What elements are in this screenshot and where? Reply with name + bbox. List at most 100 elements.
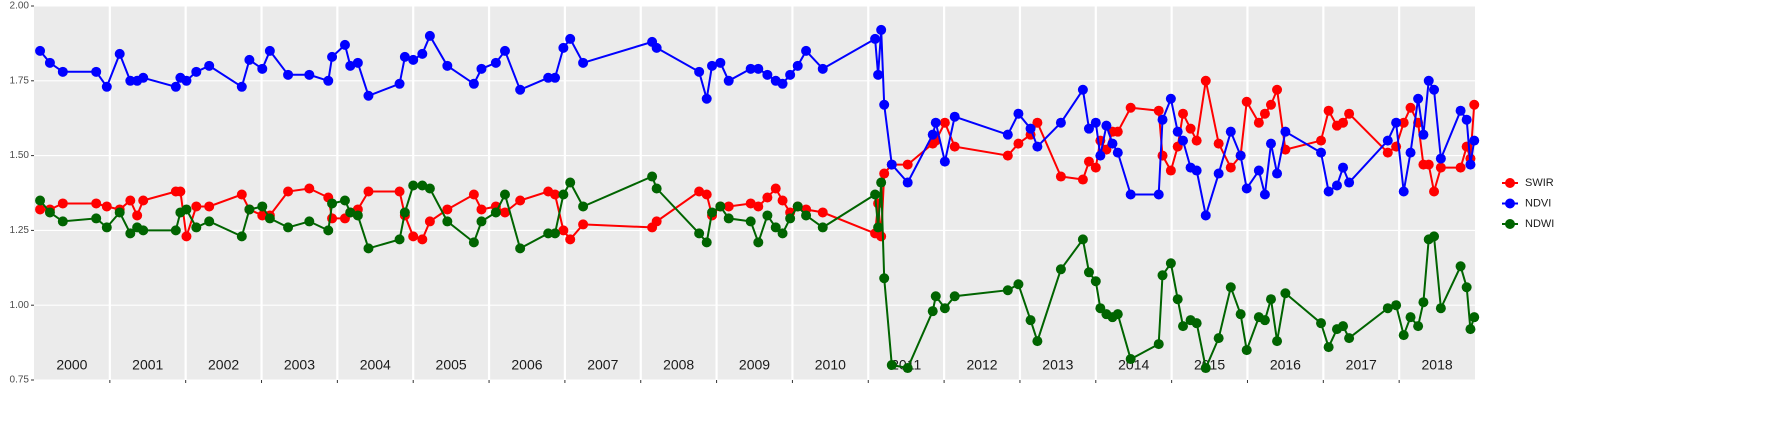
data-point [114,207,125,218]
data-point [181,204,192,215]
data-point [1398,117,1409,128]
data-point [35,45,46,56]
data-point [694,186,705,197]
data-point [35,195,46,206]
data-point [44,57,55,68]
data-point [170,81,181,92]
data-point [785,69,796,80]
data-point [1002,285,1013,296]
data-point [1032,141,1043,152]
data-point [701,93,712,104]
data-point [694,66,705,77]
data-point [707,60,718,71]
data-point [762,210,773,221]
data-point [1280,126,1291,137]
data-point [442,60,453,71]
data-point [57,198,68,209]
data-point [417,48,428,59]
data-point [191,222,202,233]
data-point [204,201,215,212]
data-point [244,54,255,65]
data-point [886,360,897,371]
data-point [1125,102,1136,113]
data-point [745,198,756,209]
data-point [476,63,487,74]
data-point [57,216,68,227]
data-point [1200,210,1211,221]
data-point [1469,312,1480,323]
data-point [817,207,828,218]
data-point [902,177,913,188]
data-point [1418,297,1429,308]
data-point [949,111,960,122]
data-point [1323,186,1334,197]
data-point [1112,309,1123,320]
data-point [204,216,215,227]
data-point [1095,150,1106,161]
data-point [1323,342,1334,353]
data-point [1455,162,1466,173]
data-point [236,189,247,200]
data-point [792,201,803,212]
legend-label: SWIR [1525,177,1554,189]
x-tick-label: 2002 [208,357,239,373]
data-point [876,177,887,188]
data-point [304,216,315,227]
legend-label: NDVI [1525,197,1551,209]
data-point [1083,123,1094,134]
data-point [1178,108,1189,119]
data-point [1125,189,1136,200]
data-point [1153,105,1164,116]
data-point [499,207,510,218]
data-point [879,168,890,179]
data-point [257,201,268,212]
data-point [817,222,828,233]
data-point [468,189,479,200]
data-point [1316,135,1327,146]
data-point [1083,156,1094,167]
data-point [515,195,526,206]
data-point [264,45,275,56]
data-point [1344,108,1355,119]
data-point [550,189,561,200]
data-point [1002,129,1013,140]
data-point [1191,165,1202,176]
data-point [1157,150,1168,161]
data-point [442,216,453,227]
data-point [408,54,419,65]
data-point [1241,96,1252,107]
data-point [876,231,887,242]
data-point [1055,264,1066,275]
data-point [550,228,561,239]
data-point [1165,93,1176,104]
data-point [1013,108,1024,119]
data-point [753,201,764,212]
data-point [1153,339,1164,350]
legend-marker [1505,178,1515,188]
data-point [1435,162,1446,173]
data-point [1465,324,1476,335]
data-point [770,183,781,194]
data-point [468,78,479,89]
y-tick-label: 2.00 [10,1,30,12]
data-point [417,234,428,245]
data-point [1465,159,1476,170]
data-point [558,225,569,236]
y-tick-label: 1.50 [10,150,30,161]
data-point [1213,333,1224,344]
data-point [902,363,913,374]
data-point [244,204,255,215]
data-point [352,57,363,68]
data-point [715,201,726,212]
data-point [745,216,756,227]
data-point [550,72,561,83]
data-point [777,228,788,239]
data-point [1083,267,1094,278]
data-point [394,186,405,197]
data-point [1338,162,1349,173]
data-point [1429,231,1440,242]
data-point [1405,312,1416,323]
data-point [91,66,102,77]
y-tick-label: 1.00 [10,300,30,311]
